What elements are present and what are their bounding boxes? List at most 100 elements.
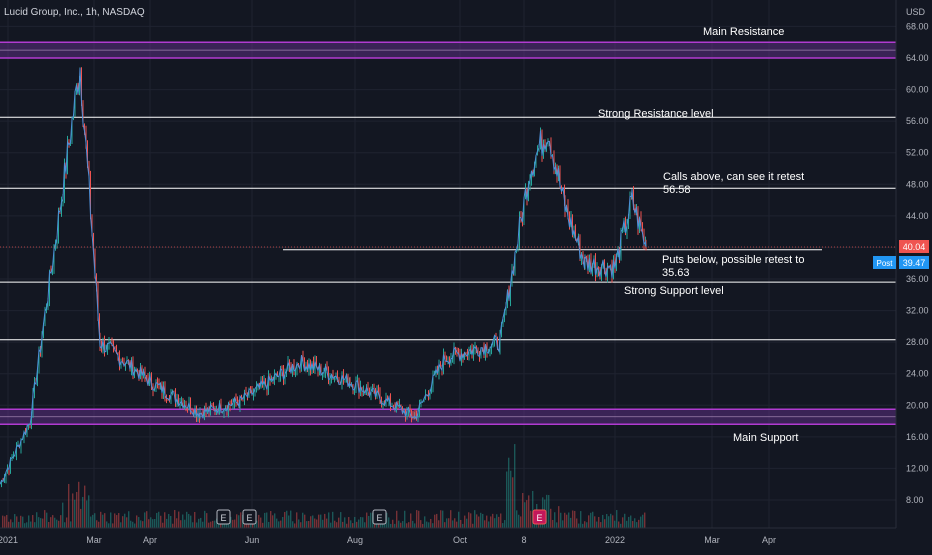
volume-bar	[196, 522, 198, 528]
volume-bar	[456, 521, 458, 528]
volume-bar	[350, 520, 352, 528]
volume-bar	[100, 511, 102, 528]
volume-bar	[122, 516, 124, 528]
volume-bar	[26, 522, 28, 528]
volume-bar	[64, 522, 66, 528]
volume-bar	[564, 512, 566, 528]
volume-bar	[262, 522, 264, 528]
volume-bar	[162, 522, 164, 528]
volume-bar	[480, 512, 482, 528]
volume-bar	[406, 523, 408, 528]
volume-bar	[314, 518, 316, 528]
volume-bar	[492, 513, 494, 528]
volume-bar	[116, 515, 118, 528]
volume-bar	[74, 499, 76, 528]
volume-bar	[180, 520, 182, 528]
volume-bar	[102, 514, 104, 528]
volume-bar	[192, 522, 194, 528]
volume-bar	[158, 511, 160, 528]
strong-resistance-label: Strong Resistance level	[598, 108, 714, 120]
volume-bar	[288, 515, 290, 528]
volume-bar	[476, 514, 478, 528]
strong-support-label: Strong Support level	[624, 285, 724, 297]
volume-bar	[526, 500, 528, 528]
volume-bar	[284, 512, 286, 528]
volume-bar	[508, 457, 510, 528]
last-price-badge: 40.04	[899, 240, 929, 253]
volume-bar	[568, 512, 570, 528]
volume-bar	[32, 515, 34, 528]
volume-bar	[236, 514, 238, 528]
volume-bar	[94, 513, 96, 528]
time-tick-label: Mar	[86, 535, 102, 545]
volume-bar	[4, 516, 6, 528]
volume-bar	[106, 521, 108, 528]
volume-bar	[474, 510, 476, 528]
volume-bar	[166, 518, 168, 528]
volume-bar	[124, 513, 126, 528]
volume-bar	[460, 519, 462, 528]
volume-bar	[46, 512, 48, 528]
volume-bar	[336, 522, 338, 528]
volume-bar	[352, 523, 354, 528]
volume-bar	[428, 522, 430, 528]
post-label: Post	[876, 259, 893, 268]
volume-bar	[92, 514, 94, 528]
volume-bar	[176, 518, 178, 528]
volume-bar	[386, 512, 388, 528]
volume-bar	[230, 516, 232, 528]
price-tick-label: 16.00	[906, 432, 929, 442]
event-marker-label: E	[536, 513, 542, 523]
volume-bar	[160, 515, 162, 528]
volume-bar	[298, 519, 300, 528]
volume-bar	[246, 523, 248, 528]
volume-bar	[424, 516, 426, 528]
event-marker[interactable]: E	[242, 509, 257, 525]
volume-bar	[404, 510, 406, 528]
volume-bar	[112, 523, 114, 528]
volume-bar	[510, 470, 512, 528]
volume-bar	[622, 517, 624, 528]
time-tick-label: Aug	[347, 535, 363, 545]
volume-bar	[72, 493, 74, 528]
volume-bar	[334, 520, 336, 528]
volume-bar	[280, 520, 282, 528]
price-axis[interactable]: USD 68.00 64.00 60.00 56.00 52.00 48.00 44.00 4…	[873, 0, 932, 550]
volume-bar	[550, 508, 552, 528]
calls-target-label: 56.58	[663, 184, 691, 196]
time-tick-label: 2021	[0, 535, 18, 545]
volume-bar	[316, 519, 318, 528]
volume-bar	[48, 521, 50, 528]
volume-bar	[338, 517, 340, 528]
volume-bar	[264, 512, 266, 528]
event-marker[interactable]: E	[372, 509, 387, 525]
event-marker[interactable]: E	[532, 509, 547, 525]
chart-title: Lucid Group, Inc., 1h, NASDAQ	[4, 7, 145, 18]
volume-bar	[326, 518, 328, 528]
volume-bar	[70, 521, 72, 528]
price-tick-label: 56.00	[906, 116, 929, 126]
volume-bar	[354, 516, 356, 528]
volume-bar	[206, 513, 208, 528]
volume-bar	[272, 515, 274, 528]
time-axis[interactable]: 2021 Mar Apr Jun Aug Oct 8 2022 Mar Apr	[0, 527, 896, 545]
volume-bar	[254, 521, 256, 528]
volume-bar	[172, 523, 174, 528]
volume-bar	[520, 516, 522, 528]
volume-bar	[634, 518, 636, 528]
volume-bar	[358, 519, 360, 528]
volume-bar	[12, 522, 14, 528]
price-tick-label: 12.00	[906, 463, 929, 473]
volume-bar	[584, 521, 586, 528]
volume-bar	[390, 523, 392, 528]
volume-bar	[452, 520, 454, 528]
volume-bar	[382, 521, 384, 528]
volume-bar	[522, 493, 524, 528]
volume-bar	[68, 483, 70, 528]
volume-bar	[356, 521, 358, 528]
volume-bar	[136, 515, 138, 528]
event-marker[interactable]: E	[216, 509, 231, 525]
volume-bar	[592, 511, 594, 528]
volume-bar	[432, 523, 434, 528]
